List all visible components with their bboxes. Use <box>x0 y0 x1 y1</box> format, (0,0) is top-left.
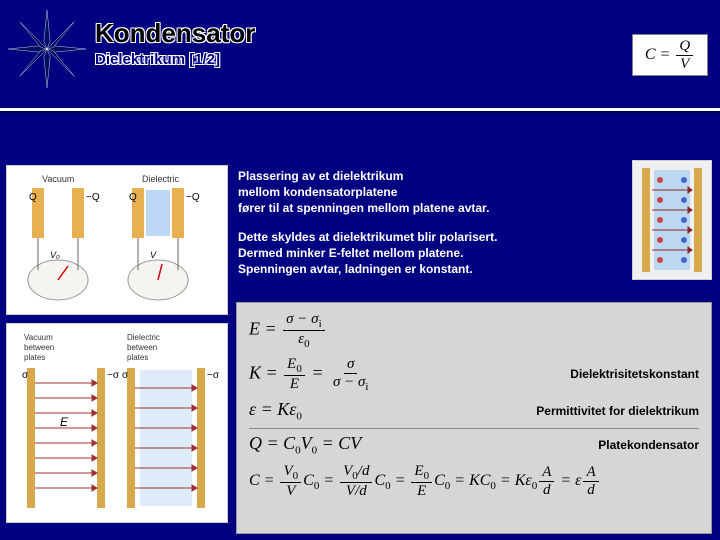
label-dielectric-constant: Dielektrisitetskonstant <box>570 367 699 381</box>
voltmeter-diagram: Vacuum Dielectric Q −Q Q −Q V₀ V <box>6 165 228 315</box>
svg-text:−Q: −Q <box>86 192 100 203</box>
left-diagrams: Vacuum Dielectric Q −Q Q −Q V₀ V Vacuum <box>6 165 228 531</box>
page-title: Kondensator <box>95 18 720 49</box>
eq-dielectric-constant: K = E0E = σσ − σi Dielektrisitetskonstan… <box>249 356 699 393</box>
svg-text:σ: σ <box>22 370 29 381</box>
svg-text:Q: Q <box>29 192 37 203</box>
svg-text:Vacuum: Vacuum <box>42 174 74 184</box>
eq-capacitance-chain: C = V0VC0 = V0/dV/dC0 = E0EC0 = KC0 = Kε… <box>249 463 699 500</box>
capacitance-formula: C = Q V <box>632 34 708 76</box>
svg-text:between: between <box>24 343 54 352</box>
svg-text:plates: plates <box>127 353 148 362</box>
svg-text:−σ: −σ <box>107 370 120 381</box>
svg-text:Dielectric: Dielectric <box>127 333 160 342</box>
explanation-text: Plassering av et dielektrikum mellom kon… <box>238 168 608 289</box>
svg-text:−σ: −σ <box>207 370 220 381</box>
page-subtitle: Dielektrikum [1/2] <box>95 51 720 68</box>
svg-text:Dielectric: Dielectric <box>142 174 180 184</box>
svg-text:E: E <box>60 415 69 429</box>
svg-text:V: V <box>150 250 157 260</box>
svg-text:Vacuum: Vacuum <box>24 333 53 342</box>
svg-text:Q: Q <box>129 192 137 203</box>
eq-permittivity: ε = Kε0 Permittivitet for dielektrikum <box>249 399 699 423</box>
svg-text:plates: plates <box>24 353 45 362</box>
svg-text:V₀: V₀ <box>50 250 60 260</box>
polarization-diagram <box>632 160 712 280</box>
equations-panel: E = σ − σiε0 K = E0E = σσ − σi Dielektri… <box>236 302 712 534</box>
header-divider <box>0 108 720 111</box>
svg-text:between: between <box>127 343 157 352</box>
equation-divider <box>249 428 699 429</box>
label-plate-capacitor: Platekondensator <box>598 438 699 452</box>
eq-charge: Q = C0V0 = CV Platekondensator <box>249 433 699 457</box>
starburst-icon <box>8 10 86 88</box>
label-permittivity: Permittivitet for dielektrikum <box>536 404 699 418</box>
efield-diagram: Vacuum between plates Dielectric between… <box>6 323 228 523</box>
eq-efield: E = σ − σiε0 <box>249 311 699 350</box>
svg-text:−Q: −Q <box>186 192 200 203</box>
svg-text:σ: σ <box>122 370 129 381</box>
